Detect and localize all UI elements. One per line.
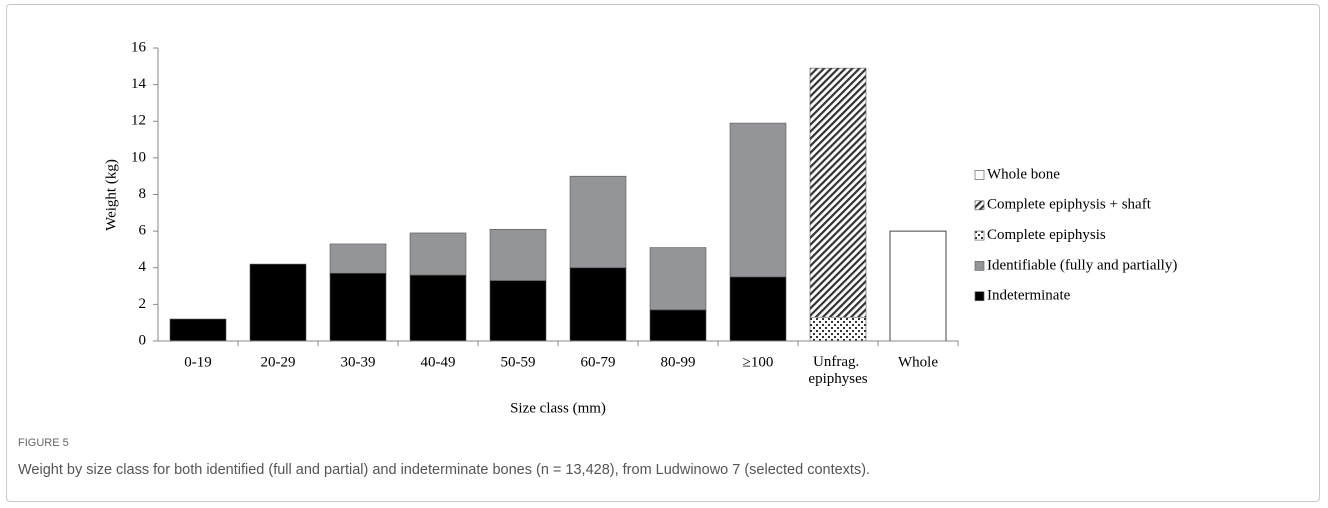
caption: Weight by size class for both identified… bbox=[18, 462, 871, 478]
y-tick-label: 6 bbox=[139, 223, 147, 239]
x-tick-label: 80-99 bbox=[661, 354, 696, 370]
y-tick-label: 8 bbox=[139, 186, 147, 202]
legend-label: Complete epiphysis bbox=[987, 227, 1106, 243]
bar-segment bbox=[489, 280, 547, 342]
x-tick-label: Unfrag. epiphyses bbox=[808, 354, 867, 387]
y-tick-label: 14 bbox=[131, 76, 147, 92]
x-tick-label: ≥100 bbox=[743, 354, 774, 370]
legend-label: Identifiable (fully and partially) bbox=[987, 257, 1177, 273]
legend-label: Whole bone bbox=[987, 166, 1060, 182]
legend-swatch bbox=[974, 170, 985, 180]
bar-segment bbox=[409, 274, 467, 342]
bar-segment bbox=[729, 276, 787, 342]
bar-segment bbox=[889, 230, 947, 342]
chart: Weight (kg) Size class (mm) 0 2 4 6 8 10 12 14 1… bbox=[103, 39, 1177, 416]
bar-segment bbox=[649, 309, 707, 342]
bar-segment bbox=[809, 67, 867, 318]
x-tick-label: 50-59 bbox=[501, 354, 536, 370]
bar-segment bbox=[169, 318, 227, 342]
bar-segment bbox=[249, 263, 307, 342]
bar-segment bbox=[329, 272, 387, 342]
x-tick-label: Whole bbox=[898, 354, 938, 370]
legend-swatch bbox=[974, 291, 985, 302]
y-tick-label: 12 bbox=[131, 113, 146, 129]
bar-segment bbox=[649, 247, 707, 311]
legend-label: Indeterminate bbox=[987, 288, 1071, 304]
y-tick-label: 2 bbox=[139, 296, 147, 312]
x-tick-label: 0-19 bbox=[184, 354, 212, 370]
x-tick-label: 40-49 bbox=[421, 354, 456, 370]
x-tick-label: 30-39 bbox=[341, 354, 376, 370]
y-tick-label: 16 bbox=[131, 39, 147, 55]
legend-swatch bbox=[974, 261, 985, 271]
bar-segment bbox=[569, 267, 627, 342]
y-tick-label: 10 bbox=[131, 149, 146, 165]
legend-label: Complete epiphysis + shaft bbox=[987, 197, 1152, 213]
caption-label: FIGURE 5 bbox=[18, 437, 69, 449]
bar-segment bbox=[329, 243, 387, 274]
bar-segment bbox=[729, 122, 787, 278]
bar-segment bbox=[569, 175, 627, 269]
y-axis-title: Weight (kg) bbox=[103, 159, 119, 231]
legend-swatch bbox=[974, 200, 985, 211]
y-tick-label: 0 bbox=[139, 332, 147, 348]
x-axis-title: Size class (mm) bbox=[510, 400, 606, 416]
x-tick-label: 20-29 bbox=[261, 354, 296, 370]
legend-swatch bbox=[974, 230, 985, 241]
x-tick-label: 60-79 bbox=[581, 354, 616, 370]
bar-segment bbox=[489, 228, 547, 281]
bar-segment bbox=[809, 316, 867, 342]
bar-segment bbox=[409, 232, 467, 276]
y-tick-label: 4 bbox=[139, 259, 147, 275]
figure-frame bbox=[6, 4, 1320, 502]
